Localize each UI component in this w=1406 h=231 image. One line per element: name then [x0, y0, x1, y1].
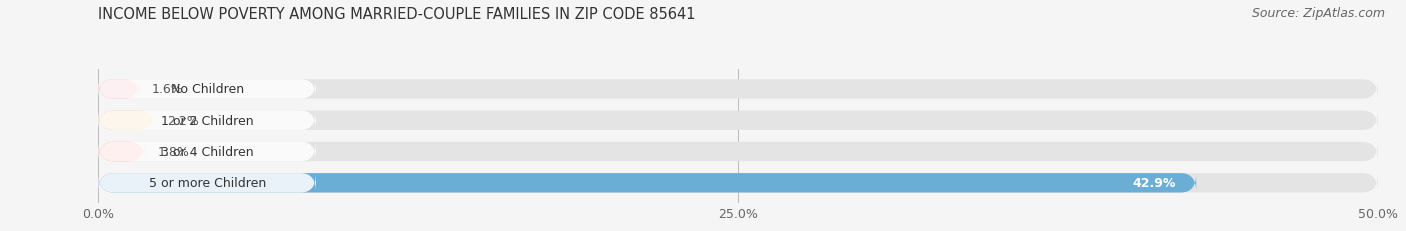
FancyBboxPatch shape	[98, 80, 1378, 99]
FancyBboxPatch shape	[98, 80, 139, 99]
Text: INCOME BELOW POVERTY AMONG MARRIED-COUPLE FAMILIES IN ZIP CODE 85641: INCOME BELOW POVERTY AMONG MARRIED-COUPL…	[98, 7, 696, 22]
FancyBboxPatch shape	[98, 111, 316, 130]
Text: Source: ZipAtlas.com: Source: ZipAtlas.com	[1251, 7, 1385, 20]
Text: 42.9%: 42.9%	[1132, 176, 1175, 189]
FancyBboxPatch shape	[98, 173, 1378, 193]
FancyBboxPatch shape	[98, 80, 316, 99]
FancyBboxPatch shape	[98, 142, 145, 161]
Text: 1.8%: 1.8%	[157, 145, 190, 158]
FancyBboxPatch shape	[98, 173, 316, 193]
FancyBboxPatch shape	[98, 111, 155, 130]
Text: No Children: No Children	[170, 83, 243, 96]
Text: 1.6%: 1.6%	[152, 83, 184, 96]
Text: 3 or 4 Children: 3 or 4 Children	[160, 145, 253, 158]
Text: 1 or 2 Children: 1 or 2 Children	[160, 114, 253, 127]
FancyBboxPatch shape	[98, 142, 1378, 161]
FancyBboxPatch shape	[98, 142, 316, 161]
FancyBboxPatch shape	[98, 173, 1197, 193]
FancyBboxPatch shape	[98, 111, 1378, 130]
Text: 2.2%: 2.2%	[167, 114, 200, 127]
Text: 5 or more Children: 5 or more Children	[149, 176, 266, 189]
